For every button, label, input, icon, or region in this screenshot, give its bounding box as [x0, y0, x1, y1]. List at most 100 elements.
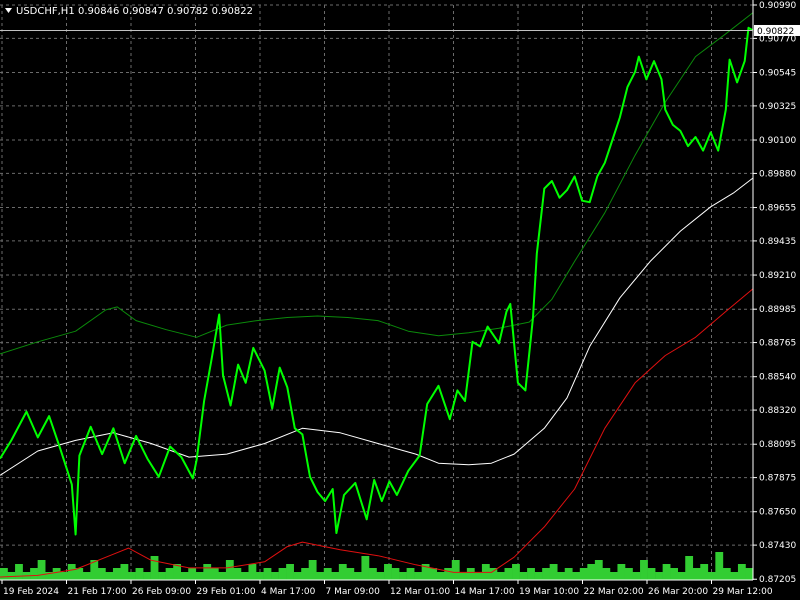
y-tick-label: 0.87650 [759, 508, 796, 518]
volume-bar [67, 564, 76, 580]
volume-bar [707, 572, 716, 580]
chart-frame [0, 0, 754, 581]
y-tick-label: 0.89210 [759, 271, 796, 281]
volume-bar [489, 568, 498, 580]
y-tick-label: 0.90325 [759, 102, 796, 112]
volume-bar [203, 564, 212, 580]
volume-bar [52, 568, 61, 580]
volume-bar [429, 568, 438, 580]
volume-bar [474, 572, 483, 580]
volume-bar [587, 564, 596, 580]
series-lines [0, 12, 754, 578]
x-tick-label: 22 Mar 02:00 [584, 587, 644, 597]
volume-bar [143, 572, 151, 580]
volume-bar [685, 556, 694, 580]
volume-bar [436, 572, 445, 580]
y-axis-labels: 0.90990 0.90770 0.90545 0.90325 0.90100 0.898… [753, 1, 796, 585]
x-tick-label: 19 Mar 10:00 [519, 587, 579, 597]
y-tick-label: 0.90100 [759, 136, 796, 146]
volume-bar [30, 568, 38, 580]
volume-bar [210, 568, 219, 580]
x-tick-label: 29 Mar 12:00 [713, 587, 773, 597]
x-tick-label: 21 Feb 17:00 [68, 587, 127, 597]
volume-bar [173, 564, 182, 580]
volume-bar [233, 568, 242, 580]
volume-bar [188, 568, 197, 580]
volume-bar [263, 568, 272, 580]
y-tick-label: 0.88320 [759, 406, 796, 416]
volume-bar [504, 568, 513, 580]
volume-bar [240, 572, 249, 580]
volume-bar [180, 572, 189, 580]
volume-bar [316, 572, 325, 580]
volume-bar [15, 564, 23, 580]
volume-bar [609, 572, 618, 580]
volume-bar [301, 568, 310, 580]
volume-bar [692, 568, 701, 580]
volume-bar [512, 564, 520, 580]
volume-bar [346, 568, 355, 580]
volume-bar [655, 572, 663, 580]
volume-bar [466, 568, 475, 580]
dropdown-triangle-icon[interactable] [5, 8, 12, 13]
volume-bar [640, 560, 648, 580]
volume-bar [218, 572, 227, 580]
x-tick-label: 12 Mar 01:00 [390, 587, 450, 597]
volume-bar [542, 568, 550, 580]
volume-bar [97, 568, 106, 580]
y-tick-label: 0.90990 [759, 1, 796, 11]
x-tick-label: 29 Feb 01:00 [197, 587, 256, 597]
price-close-line [0, 26, 754, 536]
ohlc-values: 0.90846 0.90847 0.90782 0.90822 [78, 6, 253, 17]
y-tick-label: 0.88985 [759, 305, 796, 315]
volume-histogram [0, 552, 754, 580]
volume-bar [670, 568, 678, 580]
chart-header: USDCHF,H1 0.90846 0.90847 0.90782 0.9082… [5, 6, 253, 17]
x-tick-label: 14 Mar 17:00 [455, 587, 515, 597]
moving-average-slow-line [0, 288, 754, 578]
volume-bar [331, 572, 340, 580]
symbol-label: USDCHF,H1 [16, 6, 75, 17]
y-tick-label: 0.87205 [759, 575, 796, 585]
volume-bar [376, 572, 385, 580]
volume-bar [549, 564, 558, 580]
volume-bar [0, 568, 8, 580]
volume-bar [414, 572, 422, 580]
y-tick-label: 0.88765 [759, 339, 796, 349]
volume-bar [519, 572, 528, 580]
y-tick-label: 0.87430 [759, 541, 796, 551]
volume-bar [632, 572, 641, 580]
volume-bar [572, 572, 581, 580]
x-tick-label: 4 Mar 17:00 [261, 587, 316, 597]
x-tick-label: 26 Feb 09:00 [132, 587, 191, 597]
volume-bar [534, 572, 543, 580]
volume-bar [737, 564, 746, 580]
volume-bar [278, 568, 287, 580]
volume-bar [158, 572, 166, 580]
volume-bar [406, 568, 415, 580]
y-tick-label: 0.88095 [759, 440, 796, 450]
volume-bar [135, 568, 144, 580]
x-tick-label: 7 Mar 09:00 [326, 587, 381, 597]
volume-bar [444, 568, 453, 580]
volume-bar [256, 572, 264, 580]
moving-average-mid-line [0, 177, 754, 476]
volume-bar [557, 572, 566, 580]
y-tick-label: 0.87875 [759, 474, 796, 484]
y-tick-label: 0.89435 [759, 237, 796, 247]
volume-bar [384, 564, 392, 580]
y-tick-label: 0.90545 [759, 69, 796, 79]
volume-bar [338, 564, 347, 580]
volume-bar [45, 572, 54, 580]
volume-bar [293, 572, 302, 580]
volume-bar [75, 568, 84, 580]
volume-bar [451, 560, 460, 580]
volume-bar [745, 568, 754, 580]
volume-bar [323, 568, 332, 580]
y-tick-label: 0.88540 [759, 373, 796, 383]
volume-bar [594, 560, 603, 580]
volume-bar [361, 556, 370, 580]
volume-bar [399, 572, 407, 580]
